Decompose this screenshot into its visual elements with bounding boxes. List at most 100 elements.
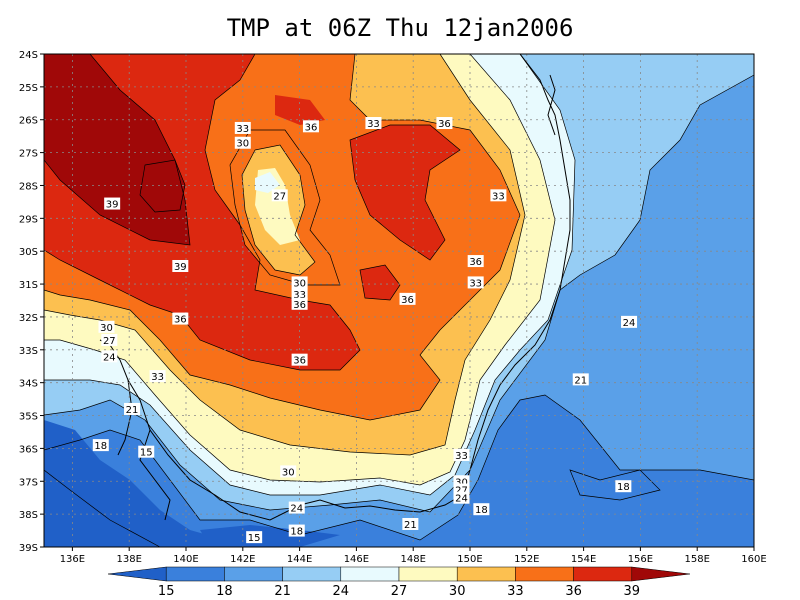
- y-tick-label: 37S: [19, 477, 38, 488]
- contour-label-bg: [473, 503, 490, 516]
- legend-label: 18: [216, 584, 233, 599]
- contour-label: 33: [469, 278, 482, 289]
- contour-label-bg: [399, 292, 416, 305]
- contour-label-bg: [149, 370, 166, 383]
- y-tick-label: 28S: [19, 181, 38, 192]
- legend-swatch: [107, 566, 167, 582]
- y-tick-label: 39S: [19, 543, 38, 554]
- x-tick-label: 136E: [60, 554, 85, 565]
- grid: [44, 54, 754, 547]
- contour-label-bg: [621, 315, 638, 328]
- hot-spot-mid: [360, 265, 400, 300]
- contour-label-bg: [234, 121, 251, 134]
- contour-label-bg: [453, 448, 470, 461]
- legend-swatch: [398, 566, 458, 582]
- contour-label-bg: [92, 439, 109, 452]
- contour-label: 30: [236, 139, 249, 150]
- legend-label: 24: [333, 584, 350, 599]
- contour-label: 18: [94, 441, 107, 452]
- x-axis-ticks: 136E 138E 140E 142E 144E 146E 148E 150E 152E 154E…: [60, 547, 767, 565]
- contour-label-bg: [572, 373, 589, 386]
- contour-label: 33: [367, 119, 380, 130]
- color-legend: 15 18 21 24 27 30 33 36 39: [107, 566, 691, 599]
- band-15-southwest: [44, 420, 250, 547]
- contour-label: 24: [623, 318, 636, 329]
- contour-label-bg: [467, 255, 484, 268]
- legend-swatch: [282, 566, 342, 582]
- contour-label-bg: [288, 524, 305, 537]
- x-tick-label: 142E: [230, 554, 255, 565]
- contour-label: 36: [305, 122, 318, 133]
- contour-label: 30: [282, 467, 295, 478]
- contour-label: 36: [469, 257, 482, 268]
- x-tick-label: 152E: [514, 554, 539, 565]
- contour-label-bg: [101, 333, 118, 346]
- contour-label-bg: [490, 189, 507, 202]
- contour-label: 24: [290, 504, 303, 515]
- y-tick-label: 30S: [19, 247, 38, 258]
- legend-label: 21: [274, 584, 291, 599]
- contour-label: 33: [455, 451, 468, 462]
- contour-label: 21: [574, 375, 587, 386]
- cool-spot-27-core: [255, 172, 280, 193]
- contour-label-bg: [302, 120, 319, 133]
- contour-label-bg: [291, 353, 308, 366]
- x-tick-label: 146E: [344, 554, 369, 565]
- contour-label: 39: [106, 200, 119, 211]
- contour-label: 18: [475, 505, 488, 516]
- y-tick-label: 32S: [19, 313, 38, 324]
- contour-label: 15: [140, 448, 153, 459]
- contour-label-bg: [288, 501, 305, 514]
- contour-label: 27: [455, 485, 468, 496]
- plot-frame: [43, 53, 755, 548]
- legend-swatch: [573, 566, 633, 582]
- contour-label-bg: [101, 350, 118, 363]
- y-tick-label: 36S: [19, 444, 38, 455]
- contour-label-bg: [138, 445, 155, 458]
- contour-label-bg: [98, 320, 115, 333]
- legend-label: 30: [449, 584, 466, 599]
- contour-label-bg: [402, 517, 419, 530]
- contour-label: 21: [126, 405, 139, 416]
- contour-label: 27: [103, 336, 116, 347]
- x-tick-label: 160E: [741, 554, 766, 565]
- hot-spot-39: [140, 160, 185, 212]
- y-tick-label: 24S: [19, 50, 38, 61]
- contour-label-bg: [246, 531, 263, 544]
- hot-spot-ne: [350, 125, 460, 260]
- y-tick-label: 29S: [19, 214, 38, 225]
- legend-label: 27: [391, 584, 408, 599]
- map-plot-area: [44, 54, 754, 547]
- contour-label: 24: [103, 352, 116, 363]
- y-tick-label: 25S: [19, 83, 38, 94]
- legend-swatch: [456, 566, 516, 582]
- contour-label: 36: [438, 119, 451, 130]
- contour-label-bg: [365, 117, 382, 130]
- x-tick-label: 154E: [571, 554, 596, 565]
- contour-label: 33: [151, 372, 164, 383]
- contour-label: 18: [617, 482, 630, 493]
- y-tick-label: 38S: [19, 510, 38, 521]
- x-tick-label: 158E: [684, 554, 709, 565]
- contour-label: 36: [401, 295, 414, 306]
- contour-label-bg: [124, 402, 141, 415]
- contour-label: 33: [492, 191, 505, 202]
- contour-label-bg: [234, 136, 251, 149]
- x-tick-label: 148E: [400, 554, 425, 565]
- legend-label: 36: [565, 584, 582, 599]
- x-tick-label: 138E: [116, 554, 141, 565]
- contour-label: 30: [293, 278, 306, 289]
- x-tick-label: 140E: [173, 554, 198, 565]
- contour-label-bg: [436, 117, 453, 130]
- contour-label: 21: [404, 520, 417, 531]
- y-tick-label: 27S: [19, 149, 38, 160]
- y-tick-label: 26S: [19, 116, 38, 127]
- contour-label: 27: [273, 191, 286, 202]
- legend-swatch: [165, 566, 225, 582]
- contour-label: 36: [174, 315, 187, 326]
- contour-label: 33: [293, 290, 306, 301]
- y-tick-label: 33S: [19, 346, 38, 357]
- y-axis-ticks: 24S 25S 26S 27S 28S 29S 30S 31S 32S 33S 34S 35S 36S 3…: [19, 50, 44, 554]
- contour-label-bg: [615, 480, 632, 493]
